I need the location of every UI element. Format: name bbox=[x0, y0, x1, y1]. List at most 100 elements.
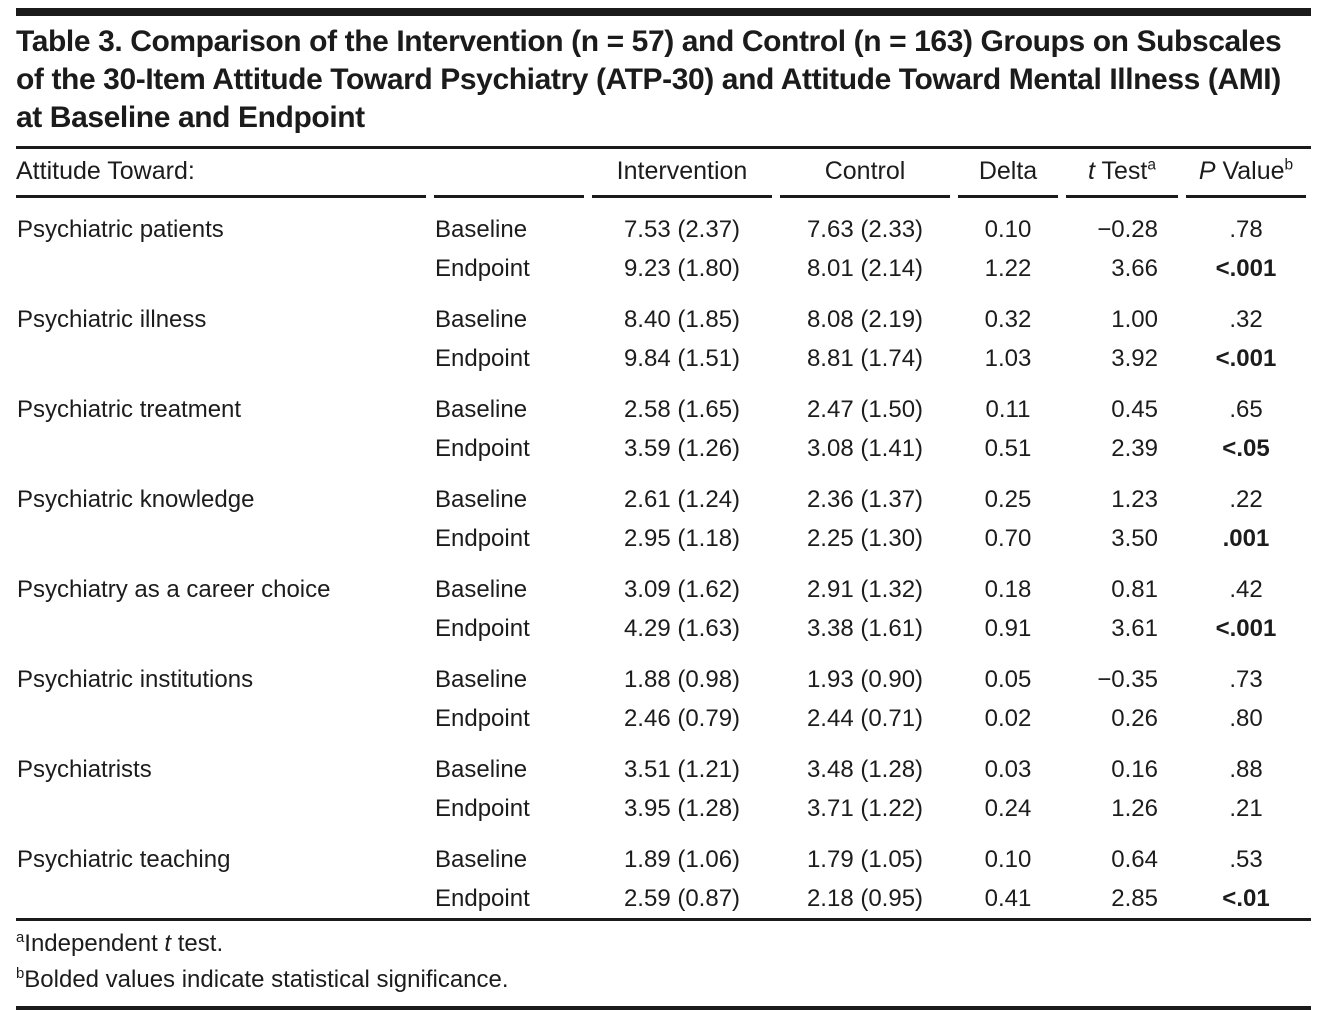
subscale-label bbox=[16, 519, 426, 558]
intervention-value: 3.09 (1.62) bbox=[623, 576, 741, 603]
footnote-a-marker: a bbox=[16, 930, 25, 946]
control-value: 3.38 (1.61) bbox=[806, 615, 924, 642]
timepoint-label: Baseline bbox=[435, 666, 528, 693]
intervention-value: 9.84 (1.51) bbox=[623, 345, 741, 372]
subscale-label: Psychiatric knowledge bbox=[17, 486, 255, 513]
intervention-value: 2.61 (1.24) bbox=[623, 486, 741, 513]
control-value: 3.71 (1.22) bbox=[806, 795, 924, 822]
control-value: 2.18 (0.95) bbox=[806, 885, 924, 912]
control-value: 8.81 (1.74) bbox=[806, 345, 924, 372]
p-value: <.001 bbox=[1215, 255, 1277, 282]
control-value: 3.48 (1.28) bbox=[806, 756, 924, 783]
header-row: Attitude Toward: Intervention Control De… bbox=[16, 149, 1306, 198]
subscale-label bbox=[16, 789, 426, 828]
table-row: Psychiatric illness Baseline 8.40 (1.85) 8.… bbox=[16, 288, 1306, 339]
delta-value: 0.41 bbox=[984, 885, 1032, 912]
p-value: .42 bbox=[1229, 576, 1263, 603]
delta-value: 0.91 bbox=[984, 615, 1032, 642]
intervention-value: 9.23 (1.80) bbox=[623, 255, 741, 282]
intervention-value: 2.58 (1.65) bbox=[623, 396, 741, 423]
control-value: 2.25 (1.30) bbox=[806, 525, 924, 552]
col-header-attitude-toward: Attitude Toward: bbox=[16, 149, 426, 198]
title-rule bbox=[16, 146, 1311, 149]
delta-value: 0.51 bbox=[984, 435, 1032, 462]
p-value: .001 bbox=[1222, 525, 1270, 552]
footnote-a: aIndependent t test. bbox=[16, 926, 1311, 962]
table-row: Psychiatrists Baseline 3.51 (1.21) 3.48 (1.… bbox=[16, 738, 1306, 789]
p-value-italic: P bbox=[1198, 157, 1216, 185]
p-value: .80 bbox=[1229, 705, 1263, 732]
p-value: .53 bbox=[1229, 846, 1263, 873]
timepoint-label: Baseline bbox=[435, 846, 528, 873]
timepoint-label: Endpoint bbox=[435, 525, 530, 552]
table-row: Endpoint 4.29 (1.63) 3.38 (1.61) 0.91 3.61 <.… bbox=[16, 609, 1306, 648]
timepoint-label: Endpoint bbox=[435, 795, 530, 822]
p-value: .65 bbox=[1229, 396, 1263, 423]
footnote-b-text: Bolded values indicate statistical signi… bbox=[24, 966, 509, 993]
p-value: <.001 bbox=[1215, 345, 1277, 372]
col-header-timepoint-spacer bbox=[434, 149, 584, 198]
table-row: Endpoint 2.59 (0.87) 2.18 (0.95) 0.41 2.85 <.… bbox=[16, 879, 1306, 918]
control-value: 2.44 (0.71) bbox=[806, 705, 924, 732]
t-test-value: 0.64 bbox=[1111, 846, 1158, 873]
intervention-value: 2.46 (0.79) bbox=[623, 705, 741, 732]
col-header-delta: Delta bbox=[958, 149, 1058, 198]
intervention-value: 1.88 (0.98) bbox=[623, 666, 741, 693]
t-test-value: 0.26 bbox=[1111, 705, 1158, 732]
comparison-table: Attitude Toward: Intervention Control De… bbox=[8, 149, 1314, 918]
col-header-p-value: P Valueb bbox=[1186, 149, 1306, 198]
p-value: .88 bbox=[1229, 756, 1263, 783]
t-test-superscript: a bbox=[1147, 156, 1156, 174]
delta-value: 1.22 bbox=[984, 255, 1032, 282]
timepoint-label: Baseline bbox=[435, 306, 528, 333]
delta-value: 0.32 bbox=[984, 306, 1032, 333]
t-test-value: −0.28 bbox=[1097, 216, 1158, 243]
timepoint-label: Baseline bbox=[435, 576, 528, 603]
control-value: 1.93 (0.90) bbox=[806, 666, 924, 693]
subscale-label: Psychiatric teaching bbox=[17, 846, 231, 873]
timepoint-label: Baseline bbox=[435, 756, 528, 783]
subscale-label bbox=[16, 609, 426, 648]
delta-value: 0.03 bbox=[984, 756, 1032, 783]
timepoint-label: Endpoint bbox=[435, 345, 530, 372]
t-test-value: 1.26 bbox=[1111, 795, 1158, 822]
footnote-b: bBolded values indicate statistical sign… bbox=[16, 962, 1311, 998]
table-row: Psychiatric treatment Baseline 2.58 (1.65)… bbox=[16, 378, 1306, 429]
intervention-value: 3.95 (1.28) bbox=[623, 795, 741, 822]
table-row: Psychiatric knowledge Baseline 2.61 (1.24)… bbox=[16, 468, 1306, 519]
table-row: Psychiatric teaching Baseline 1.89 (1.06) 1… bbox=[16, 828, 1306, 879]
footnotes: aIndependent t test. bBolded values indi… bbox=[16, 926, 1311, 998]
table-title: Table 3. Comparison of the Intervention … bbox=[16, 25, 1282, 134]
t-test-value: −0.35 bbox=[1097, 666, 1158, 693]
t-test-value: 1.23 bbox=[1111, 486, 1158, 513]
t-test-value: 3.66 bbox=[1111, 255, 1158, 282]
timepoint-label: Endpoint bbox=[435, 435, 530, 462]
intervention-value: 2.95 (1.18) bbox=[623, 525, 741, 552]
p-value: .21 bbox=[1229, 795, 1263, 822]
subscale-label bbox=[16, 339, 426, 378]
control-value: 8.08 (2.19) bbox=[806, 306, 924, 333]
intervention-value: 2.59 (0.87) bbox=[623, 885, 741, 912]
subscale-label: Psychiatric treatment bbox=[17, 396, 242, 423]
timepoint-label: Baseline bbox=[435, 486, 528, 513]
delta-value: 0.10 bbox=[984, 216, 1032, 243]
delta-value: 0.05 bbox=[984, 666, 1032, 693]
control-value: 3.08 (1.41) bbox=[806, 435, 924, 462]
intervention-value: 1.89 (1.06) bbox=[623, 846, 741, 873]
table-row: Endpoint 9.84 (1.51) 8.81 (1.74) 1.03 3.92 <.… bbox=[16, 339, 1306, 378]
p-value: <.001 bbox=[1215, 615, 1277, 642]
subscale-label bbox=[16, 879, 426, 918]
intervention-value: 3.51 (1.21) bbox=[623, 756, 741, 783]
control-value: 2.47 (1.50) bbox=[806, 396, 924, 423]
p-value: .78 bbox=[1229, 216, 1263, 243]
t-test-italic: t bbox=[1088, 157, 1095, 185]
intervention-value: 4.29 (1.63) bbox=[623, 615, 741, 642]
intervention-value: 7.53 (2.37) bbox=[623, 216, 741, 243]
subscale-label: Psychiatric institutions bbox=[17, 666, 254, 693]
subscale-label: Psychiatric patients bbox=[17, 216, 224, 243]
p-value: .32 bbox=[1229, 306, 1263, 333]
intervention-value: 3.59 (1.26) bbox=[623, 435, 741, 462]
table-row: Psychiatry as a career choice Baseline 3.0… bbox=[16, 558, 1306, 609]
table-row: Endpoint 9.23 (1.80) 8.01 (2.14) 1.22 3.66 <.… bbox=[16, 249, 1306, 288]
timepoint-label: Endpoint bbox=[435, 615, 530, 642]
